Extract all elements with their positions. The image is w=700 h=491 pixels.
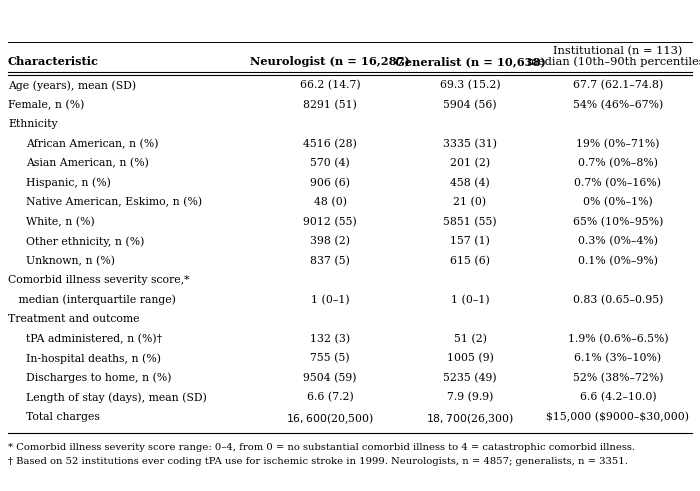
Text: Generalist (n = 10,638): Generalist (n = 10,638) — [395, 56, 545, 67]
Text: 3335 (31): 3335 (31) — [443, 138, 497, 149]
Text: 52% (38%–72%): 52% (38%–72%) — [573, 373, 664, 383]
Text: 0.1% (0%–9%): 0.1% (0%–9%) — [578, 255, 658, 266]
Text: In-hospital deaths, n (%): In-hospital deaths, n (%) — [26, 353, 161, 363]
Text: Neurologist (n = 16,287): Neurologist (n = 16,287) — [250, 56, 410, 67]
Text: Treatment and outcome: Treatment and outcome — [8, 314, 139, 324]
Text: Comorbid illness severity score,*: Comorbid illness severity score,* — [8, 275, 190, 285]
Text: Ethnicity: Ethnicity — [8, 119, 57, 129]
Text: 48 (0): 48 (0) — [314, 197, 346, 207]
Text: 6.1% (3%–10%): 6.1% (3%–10%) — [575, 353, 661, 363]
Text: White, n (%): White, n (%) — [26, 217, 94, 227]
Text: Total charges: Total charges — [26, 411, 100, 421]
Text: 66.2 (14.7): 66.2 (14.7) — [300, 80, 360, 90]
Text: 570 (4): 570 (4) — [310, 158, 350, 168]
Text: tPA administered, n (%)†: tPA administered, n (%)† — [26, 333, 162, 344]
Text: * Comorbid illness severity score range: 0–4, from 0 = no substantial comorbid i: * Comorbid illness severity score range:… — [8, 443, 635, 452]
Text: Age (years), mean (SD): Age (years), mean (SD) — [8, 80, 136, 90]
Text: 0% (0%–1%): 0% (0%–1%) — [583, 197, 653, 207]
Text: 0.7% (0%–16%): 0.7% (0%–16%) — [575, 178, 661, 188]
Text: 9012 (55): 9012 (55) — [303, 217, 357, 227]
Text: 6.6 (4.2–10.0): 6.6 (4.2–10.0) — [580, 392, 657, 402]
Text: 21 (0): 21 (0) — [454, 197, 486, 207]
Text: 5904 (56): 5904 (56) — [443, 100, 497, 110]
Text: 0.7% (0%–8%): 0.7% (0%–8%) — [578, 158, 658, 168]
Text: Source: Journal of Hospital Medicine © 2008 John Wiley & Sons, Inc.: Source: Journal of Hospital Medicine © 2… — [338, 473, 692, 484]
Text: 19% (0%–71%): 19% (0%–71%) — [576, 138, 659, 149]
Text: Characteristic: Characteristic — [8, 56, 99, 67]
Text: 0.83 (0.65–0.95): 0.83 (0.65–0.95) — [573, 295, 663, 305]
Text: 837 (5): 837 (5) — [310, 255, 350, 266]
Text: 8291 (51): 8291 (51) — [303, 100, 357, 110]
Text: $16,600 ($20,500): $16,600 ($20,500) — [286, 411, 374, 426]
Text: 54% (46%–67%): 54% (46%–67%) — [573, 100, 663, 110]
Text: African American, n (%): African American, n (%) — [26, 138, 158, 149]
Text: Unknown, n (%): Unknown, n (%) — [26, 255, 115, 266]
Text: $18,700 ($26,300): $18,700 ($26,300) — [426, 411, 514, 426]
Text: 201 (2): 201 (2) — [450, 158, 490, 168]
Text: Length of stay (days), mean (SD): Length of stay (days), mean (SD) — [26, 392, 207, 403]
Text: Native American, Eskimo, n (%): Native American, Eskimo, n (%) — [26, 197, 202, 207]
Text: 132 (3): 132 (3) — [310, 333, 350, 344]
Text: Discharges to home, n (%): Discharges to home, n (%) — [26, 373, 172, 383]
Text: 67.7 (62.1–74.8): 67.7 (62.1–74.8) — [573, 80, 663, 90]
Text: 755 (5): 755 (5) — [310, 353, 350, 363]
Text: 615 (6): 615 (6) — [450, 255, 490, 266]
Text: median (10th–90th percentiles): median (10th–90th percentiles) — [527, 56, 700, 67]
Text: 51 (2): 51 (2) — [454, 333, 486, 344]
Text: 6.6 (7.2): 6.6 (7.2) — [307, 392, 354, 402]
Text: 906 (6): 906 (6) — [310, 178, 350, 188]
Text: www.medscape.com: www.medscape.com — [161, 8, 298, 22]
Text: 7.9 (9.9): 7.9 (9.9) — [447, 392, 494, 402]
Text: † Based on 52 institutions ever coding tPA use for ischemic stroke in 1999. Neur: † Based on 52 institutions ever coding t… — [8, 457, 628, 466]
Text: 1.9% (0.6%–6.5%): 1.9% (0.6%–6.5%) — [568, 333, 668, 344]
Text: 65% (10%–95%): 65% (10%–95%) — [573, 217, 663, 227]
Text: Asian American, n (%): Asian American, n (%) — [26, 158, 149, 168]
Text: median (interquartile range): median (interquartile range) — [8, 295, 176, 305]
Text: 1 (0–1): 1 (0–1) — [311, 295, 349, 305]
Text: 1 (0–1): 1 (0–1) — [451, 295, 489, 305]
Text: 5851 (55): 5851 (55) — [443, 217, 497, 227]
Text: Hispanic, n (%): Hispanic, n (%) — [26, 178, 111, 188]
Text: Medscape: Medscape — [8, 8, 90, 22]
Text: $15,000 ($9000–$30,000): $15,000 ($9000–$30,000) — [547, 411, 690, 422]
Text: 69.3 (15.2): 69.3 (15.2) — [440, 80, 500, 90]
Text: 1005 (9): 1005 (9) — [447, 353, 494, 363]
Text: 9504 (59): 9504 (59) — [303, 373, 357, 383]
Text: Institutional (n = 113): Institutional (n = 113) — [553, 46, 682, 56]
Text: 4516 (28): 4516 (28) — [303, 138, 357, 149]
Text: ®: ® — [65, 4, 74, 13]
Text: 157 (1): 157 (1) — [450, 236, 490, 246]
Text: Other ethnicity, n (%): Other ethnicity, n (%) — [26, 236, 144, 246]
Text: Female, n (%): Female, n (%) — [8, 100, 85, 110]
Text: 398 (2): 398 (2) — [310, 236, 350, 246]
Text: 5235 (49): 5235 (49) — [443, 373, 497, 383]
Text: 0.3% (0%–4%): 0.3% (0%–4%) — [578, 236, 658, 246]
Text: 458 (4): 458 (4) — [450, 178, 490, 188]
